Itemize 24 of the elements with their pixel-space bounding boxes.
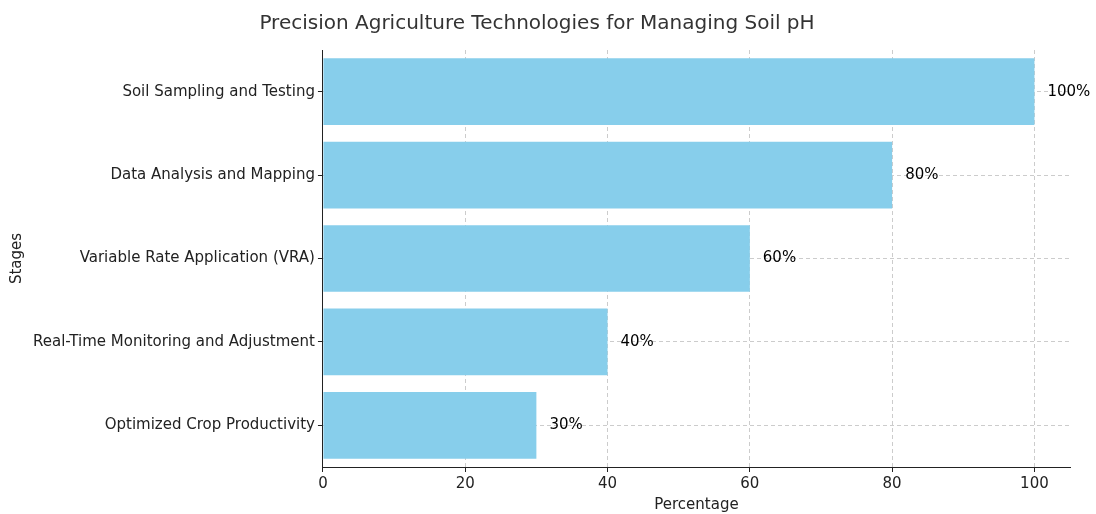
chart-title: Precision Agriculture Technologies for Managing Soil pH	[259, 10, 815, 35]
y-tick-label: Real-Time Monitoring and Adjustment	[32, 331, 316, 350]
x-tick-label: 40	[597, 473, 618, 492]
x-axis-title: Percentage	[654, 494, 739, 513]
y-axis-title: Stages	[6, 232, 25, 285]
bar	[323, 141, 893, 209]
x-tick-label: 80	[882, 473, 902, 492]
data-label: 80%	[905, 164, 939, 183]
bar	[323, 308, 608, 376]
y-tick-label: Variable Rate Application (VRA)	[79, 248, 315, 267]
y-tick-label: Data Analysis and Mapping	[110, 164, 315, 183]
data-label: 60%	[762, 248, 797, 267]
data-label: 100%	[1047, 81, 1091, 100]
y-tick-label: Optimized Crop Productivity	[104, 415, 316, 434]
data-label: 30%	[549, 415, 583, 434]
x-tick-label: 100	[1020, 473, 1049, 492]
data-label: 40%	[620, 331, 654, 350]
bar	[323, 391, 537, 459]
bar	[323, 225, 750, 292]
bar	[323, 58, 1035, 126]
y-tick-label: Soil Sampling and Testing	[122, 81, 315, 100]
x-tick-label: 0	[318, 473, 328, 492]
x-tick-label: 20	[455, 473, 475, 492]
x-tick-label: 60	[740, 473, 760, 492]
